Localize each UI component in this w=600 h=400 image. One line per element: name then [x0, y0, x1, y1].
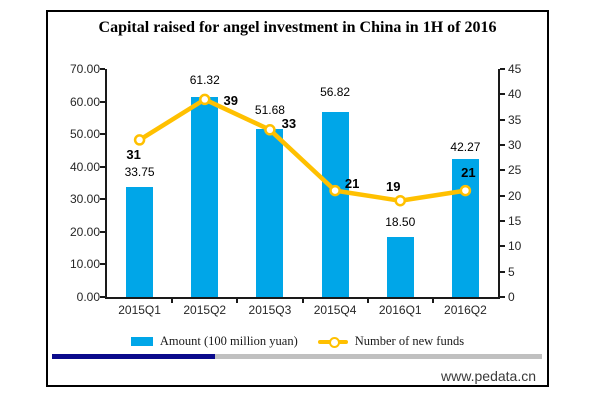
line-value-label: 33	[281, 115, 297, 131]
x-axis-category-label: 2015Q3	[248, 303, 292, 317]
x-axis-tick	[431, 299, 434, 303]
footer-divider-fill	[52, 354, 215, 359]
legend: Amount (100 million yuan) Number of new …	[48, 334, 547, 349]
bar	[256, 128, 284, 297]
right-axis-tick-label: 0	[508, 290, 515, 304]
x-axis-category-label: 2015Q2	[183, 303, 227, 317]
bar	[321, 111, 349, 297]
bar-value-label: 33.75	[124, 165, 155, 180]
x-axis-tick	[171, 299, 174, 303]
line-value-label: 21	[344, 175, 360, 191]
right-axis-tick-label: 10	[508, 239, 522, 254]
left-axis-tick	[100, 263, 105, 266]
line-value-label: 31	[126, 146, 141, 162]
chart-panel: Capital raised for angel investment in C…	[46, 10, 549, 387]
right-axis-tick-label: 5	[508, 264, 515, 279]
right-axis-tick	[500, 245, 505, 248]
left-axis-tick-label: 20.00	[69, 224, 100, 239]
legend-line-swatch-icon	[317, 337, 348, 348]
website-url: www.pedata.cn	[441, 368, 536, 384]
right-axis-tick-label: 45	[508, 62, 522, 76]
legend-bar-swatch-icon	[130, 337, 153, 346]
footer-divider-bar	[52, 354, 542, 359]
x-axis	[105, 297, 500, 299]
x-axis-category-label: 2016Q1	[378, 303, 422, 317]
line-value-label: 39	[223, 93, 238, 109]
right-axis-tick	[500, 93, 505, 96]
line-series	[133, 93, 472, 207]
left-axis-tick-label: 30.00	[69, 192, 100, 207]
right-axis-tick	[500, 68, 505, 70]
x-axis-category-label: 2015Q4	[313, 303, 357, 317]
right-axis-tick	[500, 194, 505, 197]
left-axis-tick	[100, 133, 105, 136]
right-axis-tick	[500, 118, 505, 121]
left-axis-tick-label: 10.00	[69, 257, 100, 272]
bar	[191, 97, 219, 297]
line-value-label: 21	[461, 164, 476, 180]
left-axis-tick	[100, 100, 105, 103]
right-axis-tick-label: 20	[508, 188, 522, 203]
bar	[386, 236, 414, 297]
legend-bar-label: Amount (100 million yuan)	[159, 334, 298, 348]
right-axis-tick-label: 15	[508, 214, 522, 228]
bar-value-label: 61.32	[189, 73, 220, 88]
right-axis-tick	[500, 270, 505, 273]
x-axis-tick	[366, 299, 369, 303]
line-marker-icon	[329, 184, 341, 197]
left-axis-tick	[100, 198, 105, 201]
line-path	[137, 97, 468, 203]
right-axis-tick-label: 35	[508, 112, 522, 127]
right-axis-tick	[500, 296, 505, 298]
chart-title: Capital raised for angel investment in C…	[98, 19, 497, 36]
right-axis-tick	[500, 144, 505, 146]
left-axis-tick	[100, 230, 105, 233]
left-axis-tick-label: 70.00	[69, 62, 100, 76]
bar-value-label: 51.68	[254, 102, 285, 117]
line-marker-icon	[264, 124, 276, 136]
bar	[451, 159, 479, 297]
left-axis-tick-label: 0.00	[76, 290, 100, 304]
bar	[126, 187, 154, 297]
left-y-axis	[105, 69, 107, 299]
line-marker-icon	[459, 184, 472, 197]
legend-line-label: Number of new funds	[354, 334, 465, 348]
line-marker-icon	[199, 93, 211, 106]
right-axis-tick-label: 40	[508, 87, 522, 102]
line-marker-icon	[133, 134, 146, 146]
legend-line-marker-icon	[328, 337, 340, 348]
line-value-label: 19	[386, 178, 401, 194]
left-axis-tick	[100, 296, 105, 298]
right-axis-tick	[500, 220, 505, 222]
left-axis-tick-label: 50.00	[69, 127, 100, 142]
x-axis-category-label: 2015Q1	[118, 303, 161, 317]
left-axis-tick-label: 40.00	[69, 159, 100, 174]
right-axis-tick-label: 30	[508, 138, 522, 152]
bar-value-label: 18.50	[385, 214, 416, 229]
x-axis-tick	[236, 299, 239, 303]
right-axis-tick-label: 25	[508, 163, 522, 178]
left-axis-tick	[100, 165, 105, 168]
x-axis-tick	[301, 299, 304, 303]
line-marker-icon	[394, 194, 406, 207]
bar-value-label: 56.82	[320, 84, 351, 99]
left-axis-tick-label: 60.00	[69, 94, 100, 109]
x-axis-category-label: 2016Q2	[444, 303, 487, 317]
right-axis-tick	[500, 169, 505, 172]
left-axis-tick	[100, 68, 105, 70]
bar-value-label: 42.27	[450, 140, 481, 155]
right-y-axis	[498, 69, 500, 299]
